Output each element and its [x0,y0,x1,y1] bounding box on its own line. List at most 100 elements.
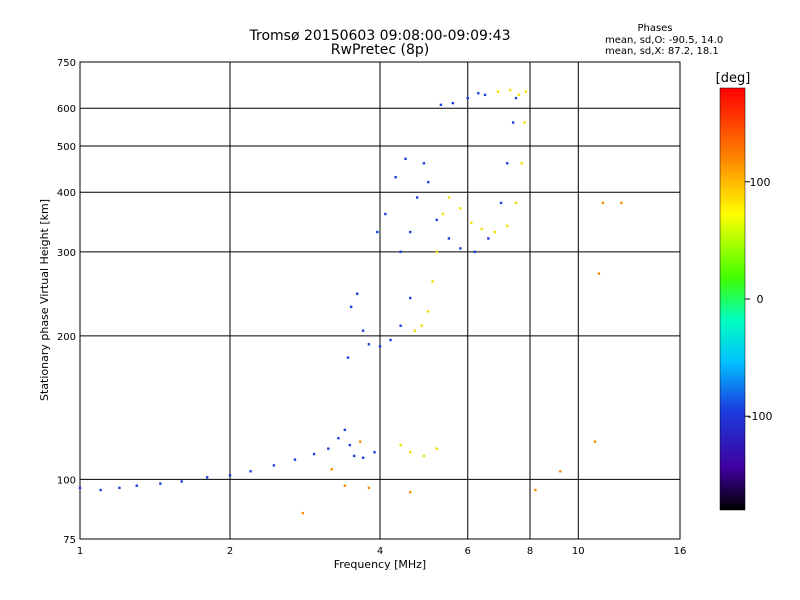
data-point [487,237,490,240]
y-tick-label: 500 [57,142,76,153]
data-point [493,230,497,234]
data-point [249,470,252,473]
y-tick-label: 200 [57,332,76,343]
data-point [514,201,518,205]
data-point [343,484,347,487]
data-point [361,456,365,459]
data-point [520,162,523,165]
grid-lines [80,62,680,539]
data-point [378,345,382,348]
data-point [447,196,451,199]
x-axis-label: Frequency [MHz] [334,558,426,571]
data-point [293,458,297,461]
data-point [422,162,426,165]
data-point [205,476,209,479]
data-point [496,90,500,93]
data-point [420,324,423,327]
y-tick-label: 300 [57,248,76,259]
x-tick-label: 1 [77,546,83,557]
data-point [534,488,537,492]
data-point [620,201,623,205]
data-point [601,201,605,205]
data-point [439,103,443,107]
data-point [435,218,438,222]
data-point [348,443,352,447]
x-tick-label: 4 [377,546,383,557]
data-point [514,96,518,100]
y-tick-label: 100 [57,475,76,486]
data-point [505,162,509,165]
data-point [483,93,487,97]
data-point [409,296,412,300]
y-axis-ticks: 75 100 200 300 400 500 600 750 [57,58,76,546]
chart-title: Tromsø 20150603 09:08:00-09:09:43 [249,28,511,44]
data-point [373,451,376,454]
colorbar-tick-label: -100 [748,410,773,423]
y-tick-label: 75 [63,535,76,546]
data-point [389,338,392,342]
data-point [99,488,102,492]
data-point [180,480,183,483]
data-point [473,250,477,254]
data-point [470,221,473,225]
data-point [409,491,412,494]
colorbar-label: [deg] [716,71,751,86]
data-point [505,224,509,228]
data-point [327,447,330,450]
colorbar-tick-label: 0 [757,293,764,306]
stats-heading: Phases [637,23,672,34]
chart-subtitle: RwPretec (8p) [331,42,429,58]
data-point [517,93,521,97]
data-point [135,484,138,487]
stats-line-o: mean, sd,O: -90.5, 14.0 [605,35,723,46]
data-point [376,230,379,234]
data-point [228,474,232,477]
data-point [78,486,82,490]
colorbar [719,87,746,511]
data-point [349,305,353,309]
data-point [593,440,597,443]
y-axis-label: Stationary phase Virtual Height [km] [38,199,51,401]
data-point [415,196,419,199]
data-point [352,454,356,458]
data-point [409,451,412,454]
x-tick-label: 10 [572,546,585,557]
data-point [422,454,426,458]
data-point [355,292,359,295]
data-point [459,207,462,210]
x-tick-label: 8 [527,546,533,557]
data-point [384,212,387,216]
data-point [301,511,305,515]
data-point [367,343,371,346]
data-point [435,447,438,450]
data-point [480,227,483,231]
data-point [466,96,469,100]
x-tick-label: 16 [674,546,687,557]
data-point [427,180,430,184]
data-point [597,272,601,275]
colorbar-ticks: 100 0 -100 [745,176,772,423]
data-point [404,157,407,161]
data-point [559,470,562,473]
data-point [399,443,402,447]
data-point [367,486,371,490]
data-point [459,247,462,250]
data-point [346,356,350,359]
data-point [409,230,412,234]
x-axis-ticks: 1 2 4 6 8 10 16 [77,546,687,557]
data-point [159,482,162,485]
data-point [343,428,347,432]
data-point [330,468,333,471]
colorbar-tick-label: 100 [750,176,771,189]
data-point [394,176,397,179]
data-point [435,250,438,254]
data-point [312,452,316,456]
y-tick-label: 400 [57,188,76,199]
data-point [337,437,340,440]
data-point [427,310,430,313]
data-points [78,88,623,515]
data-point [524,90,528,93]
stats-line-x: mean, sd,X: 87.2, 18.1 [605,46,719,57]
y-tick-label: 600 [57,104,76,115]
